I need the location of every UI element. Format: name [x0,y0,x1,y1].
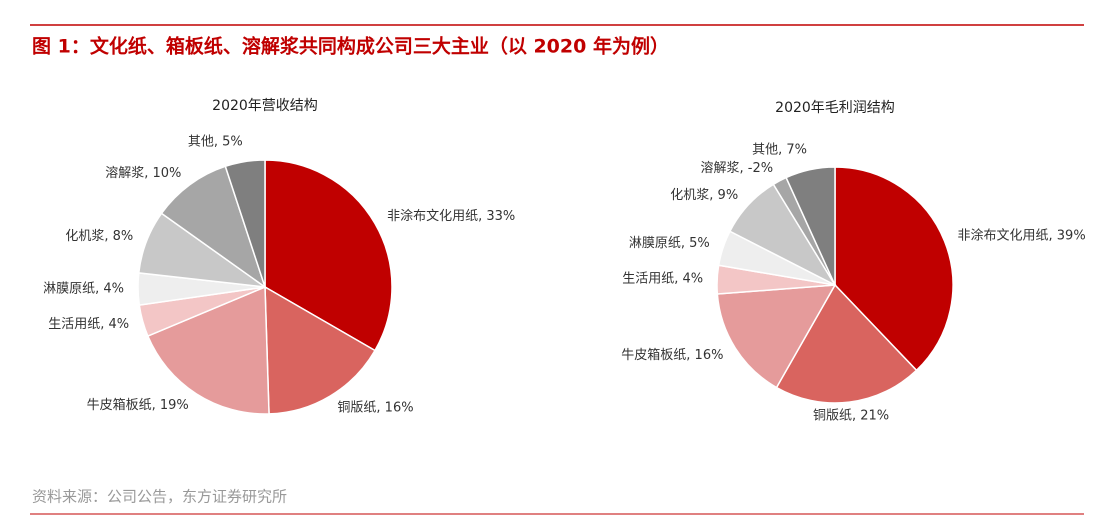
page-title: 图 1：文化纸、箱板纸、溶解浆共同构成公司三大主业（以 2020 年为例） [32,35,669,58]
slice-label: 牛皮箱板纸, 16% [621,347,723,363]
slice-label: 淋膜原纸, 5% [629,236,710,251]
slice-label: 其他, 7% [752,142,807,157]
slice-label: 溶解浆, -2% [701,161,774,176]
slice-label: 溶解浆, 10% [105,166,181,181]
pie-slice [785,166,836,286]
slice-label: 非涂布文化用纸, 39% [958,227,1086,243]
slice-label: 非涂布文化用纸, 33% [387,208,515,224]
slice-label: 牛皮箱板纸, 19% [87,397,189,413]
slice-label: 生活用纸, 4% [48,317,129,332]
pie-slice [224,159,266,288]
slice-label: 化机浆, 9% [670,188,738,203]
pie-slice [716,284,837,389]
pie-slice [146,285,270,415]
slice-label: 生活用纸, 4% [622,271,703,286]
slice-label: 其他, 5% [188,134,243,149]
slice-label: 淋膜原纸, 4% [43,282,124,297]
slice-label: 铜版纸, 16% [337,400,413,415]
pie-slice [160,165,267,289]
source: 资料来源：公司公告，东方证券研究所 [32,488,287,506]
slice-label: 铜版纸, 21% [813,409,889,424]
pie-slice [264,159,393,352]
chart-title: 2020年毛利润结构 [775,100,895,116]
pie-slice [264,285,377,415]
pie-slice [834,166,954,372]
slice-label: 化机浆, 8% [65,229,133,244]
pie-slice [775,283,918,404]
chart-title: 2020年营收结构 [212,98,318,114]
